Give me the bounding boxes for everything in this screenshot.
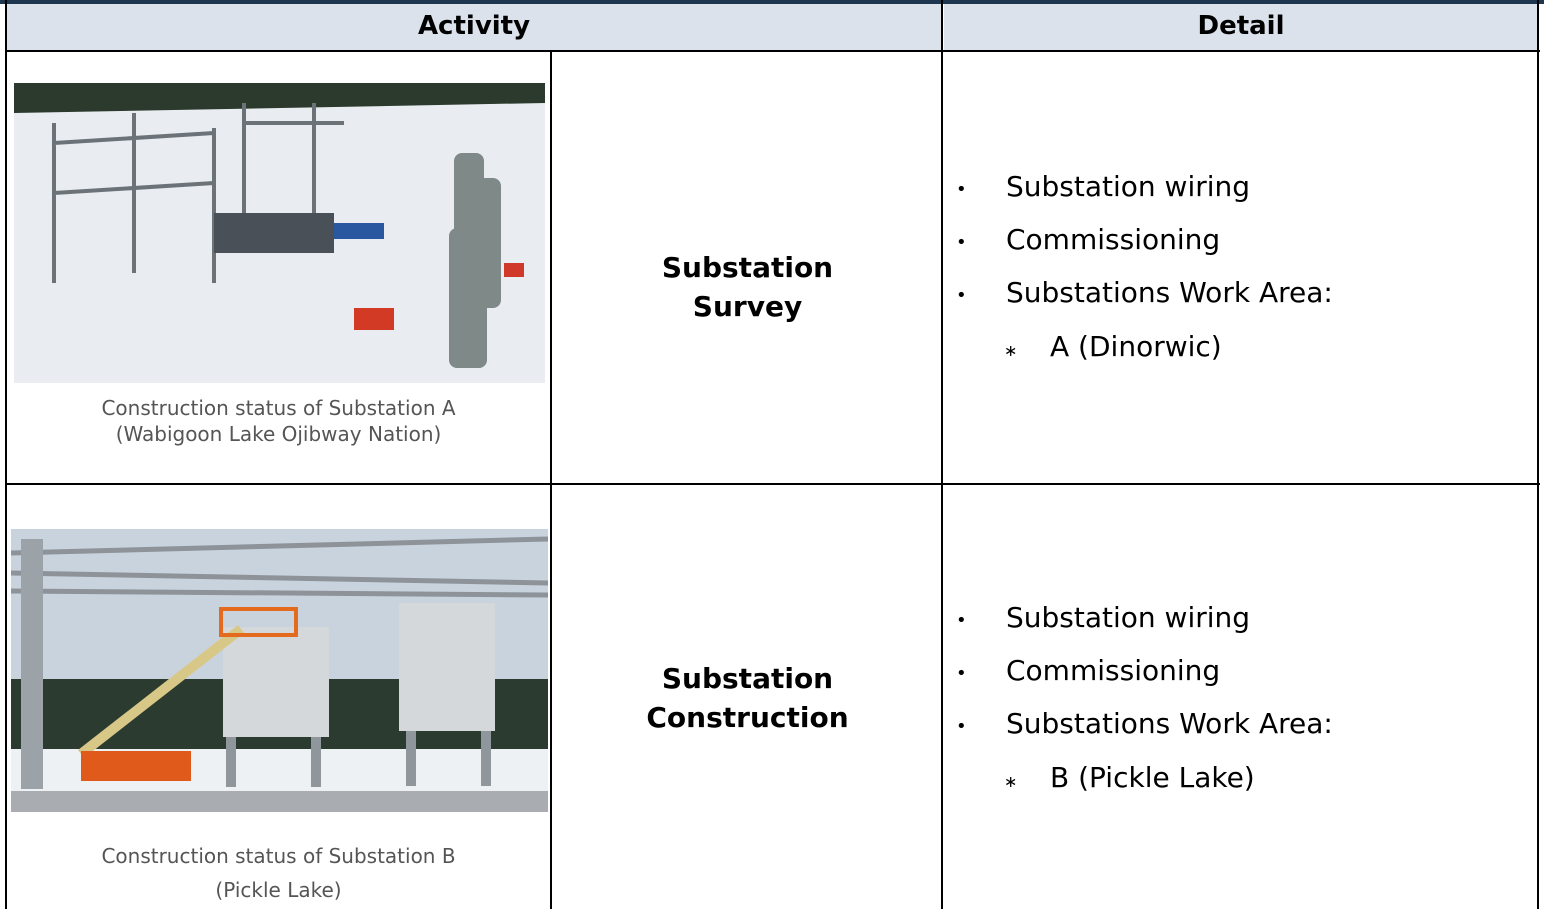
- bullet: •: [956, 716, 967, 737]
- header-activity: Activity: [417, 11, 531, 41]
- activity-name: Substation Survey: [553, 248, 942, 326]
- sub-bullet: ∗: [1004, 772, 1018, 791]
- photo-caption: Construction status of Substation B: [101, 844, 456, 868]
- sub-item: B (Pickle Lake): [1050, 761, 1255, 794]
- photo-caption: Construction status of Substation A: [101, 396, 456, 420]
- header-detail: Detail: [1197, 11, 1285, 41]
- detail-item: Substation wiring: [1006, 601, 1251, 634]
- col-border: [5, 0, 7, 909]
- row-border: [5, 483, 1540, 485]
- photo-substation-b: [11, 529, 548, 812]
- bullet: •: [956, 610, 967, 631]
- activity-name: Substation Construction: [553, 659, 942, 737]
- top-rule: [0, 0, 1544, 4]
- col-border: [550, 50, 552, 909]
- header-cell: [6, 4, 942, 51]
- detail-item: Substations Work Area:: [1006, 276, 1333, 309]
- photo-caption: (Wabigoon Lake Ojibway Nation): [115, 422, 442, 446]
- header-cell: [944, 4, 1538, 51]
- activity-text: Substation Construction: [646, 662, 849, 734]
- bullet: •: [956, 285, 967, 306]
- detail-item: Commissioning: [1006, 654, 1221, 687]
- bullet: •: [956, 232, 967, 253]
- activity-text: Substation Survey: [661, 251, 834, 323]
- bullet: •: [956, 663, 967, 684]
- photo-substation-a: [14, 83, 545, 383]
- sub-bullet: ∗: [1004, 341, 1018, 360]
- detail-item: Substations Work Area:: [1006, 707, 1333, 740]
- detail-item: Substation wiring: [1006, 170, 1251, 203]
- bullet: •: [956, 179, 967, 200]
- sub-item: A (Dinorwic): [1050, 330, 1222, 363]
- photo-caption: (Pickle Lake): [215, 878, 342, 902]
- detail-item: Commissioning: [1006, 223, 1221, 256]
- col-border: [1537, 0, 1539, 909]
- row-border: [5, 50, 1540, 52]
- col-border: [941, 0, 943, 909]
